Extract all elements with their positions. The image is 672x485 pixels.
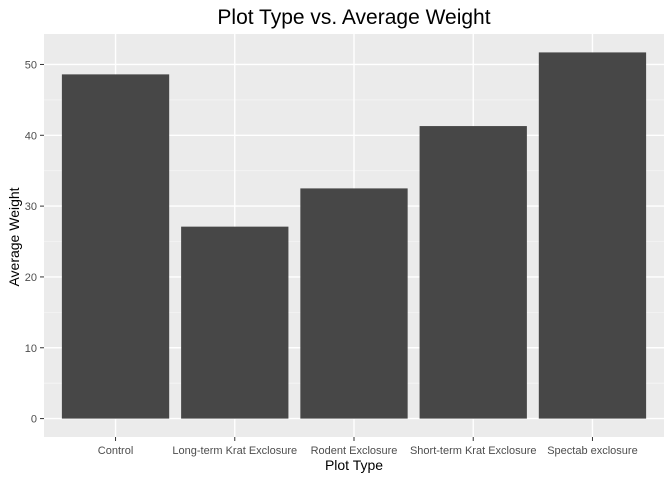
x-tick-label: Long-term Krat Exclosure [172,445,297,457]
x-axis-title: Plot Type [325,457,383,473]
y-tick-label: 30 [25,201,37,213]
bar-spectab-exclosure [538,52,647,419]
x-axis-ticks: Control Long-term Krat Exclosure Rodent Ex… [98,437,638,457]
y-tick-label: 50 [25,59,37,71]
y-axis-ticks: 0 10 20 30 40 50 [25,59,44,426]
y-tick-label: 20 [25,272,37,284]
y-tick-label: 10 [25,343,37,355]
x-tick-label: Rodent Exclosure [311,445,398,457]
y-axis-title: Average Weight [6,187,22,286]
chart-title: Plot Type vs. Average Weight [217,6,490,29]
y-tick-label: 40 [25,130,37,142]
bar-control [61,74,170,419]
x-tick-label: Control [98,445,133,457]
bar-rodent-exclosure [300,188,408,419]
x-tick-label: Spectab exclosure [547,445,638,457]
y-tick-label: 0 [31,414,37,426]
bar-short-term-krat-exclosure [419,126,527,419]
bars [61,52,647,419]
x-tick-label: Short-term Krat Exclosure [410,445,537,457]
bar-long-term-krat-exclosure [181,226,289,419]
